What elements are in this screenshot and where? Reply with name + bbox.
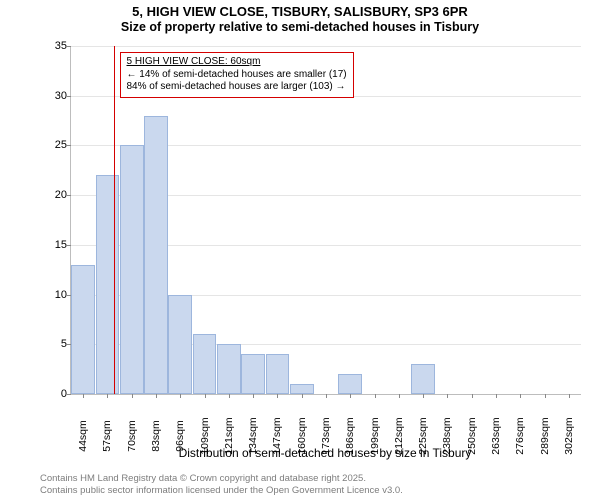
ytick-label: 0 — [41, 388, 67, 400]
ytick-label: 15 — [41, 239, 67, 251]
callout-header: 5 HIGH VIEW CLOSE: 60sqm — [127, 56, 347, 69]
xtick-mark — [205, 394, 206, 398]
xtick-mark — [472, 394, 473, 398]
ytick-mark — [67, 394, 71, 395]
histogram-bar — [411, 364, 435, 394]
xtick-mark — [107, 394, 108, 398]
xtick-mark — [375, 394, 376, 398]
footer-attribution: Contains HM Land Registry data © Crown c… — [40, 473, 403, 496]
xtick-mark — [447, 394, 448, 398]
histogram-bar — [144, 116, 168, 394]
ytick-mark — [67, 195, 71, 196]
footer-line2: Contains public sector information licen… — [40, 485, 403, 496]
ytick-label: 25 — [41, 139, 67, 151]
xtick-mark — [302, 394, 303, 398]
ytick-mark — [67, 46, 71, 47]
xtick-mark — [277, 394, 278, 398]
title-address: 5, HIGH VIEW CLOSE, TISBURY, SALISBURY, … — [0, 4, 600, 20]
xtick-mark — [569, 394, 570, 398]
histogram-bar — [193, 334, 217, 394]
xtick-mark — [423, 394, 424, 398]
gridline — [71, 46, 581, 47]
x-axis-label: Distribution of semi-detached houses by … — [70, 446, 580, 460]
histogram-bar — [338, 374, 362, 394]
histogram-bar — [290, 384, 314, 394]
xtick-mark — [350, 394, 351, 398]
xtick-mark — [229, 394, 230, 398]
histogram-bar — [217, 344, 241, 394]
chart-container: { "chart": { "type": "histogram", "title… — [0, 0, 600, 500]
footer-line1: Contains HM Land Registry data © Crown c… — [40, 473, 403, 484]
callout-line2: 84% of semi-detached houses are larger (… — [127, 81, 347, 94]
histogram-bar — [266, 354, 290, 394]
histogram-bar — [168, 295, 192, 394]
xtick-mark — [520, 394, 521, 398]
title-subtitle: Size of property relative to semi-detach… — [0, 20, 600, 36]
ytick-label: 30 — [41, 90, 67, 102]
marker-line — [114, 46, 115, 394]
histogram-bar — [96, 175, 120, 394]
xtick-mark — [83, 394, 84, 398]
histogram-bar — [71, 265, 95, 394]
xtick-mark — [496, 394, 497, 398]
xtick-mark — [545, 394, 546, 398]
xtick-mark — [132, 394, 133, 398]
ytick-mark — [67, 96, 71, 97]
histogram-bar — [120, 145, 144, 394]
xtick-mark — [253, 394, 254, 398]
xtick-mark — [326, 394, 327, 398]
callout-box: 5 HIGH VIEW CLOSE: 60sqm← 14% of semi-de… — [120, 52, 354, 98]
xtick-mark — [180, 394, 181, 398]
ytick-mark — [67, 145, 71, 146]
chart-title: 5, HIGH VIEW CLOSE, TISBURY, SALISBURY, … — [0, 4, 600, 36]
ytick-label: 35 — [41, 40, 67, 52]
callout-line1: ← 14% of semi-detached houses are smalle… — [127, 69, 347, 82]
plot-area: 0510152025303544sqm57sqm70sqm83sqm96sqm1… — [70, 46, 581, 395]
ytick-label: 5 — [41, 338, 67, 350]
ytick-label: 20 — [41, 189, 67, 201]
xtick-mark — [156, 394, 157, 398]
ytick-mark — [67, 245, 71, 246]
xtick-mark — [399, 394, 400, 398]
histogram-bar — [241, 354, 265, 394]
ytick-label: 10 — [41, 289, 67, 301]
